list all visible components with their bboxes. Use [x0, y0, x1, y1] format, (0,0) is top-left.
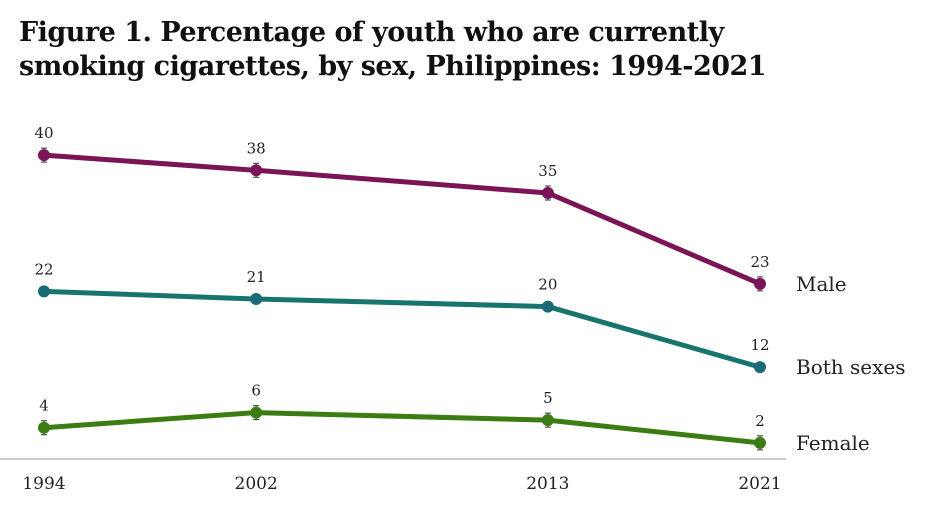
chart-title: Figure 1. Percentage of youth who are cu… — [19, 17, 767, 82]
series-line-male — [41, 152, 763, 287]
data-point-both-sexes-2021 — [754, 361, 766, 374]
series-line-both-sexes — [41, 288, 763, 370]
data-label-both-sexes-2002: 21 — [247, 268, 266, 286]
data-label-both-sexes-2021: 12 — [750, 336, 769, 354]
data-label-female-2021: 2 — [755, 412, 765, 430]
data-point-male-2013 — [541, 187, 554, 199]
data-label-male-1994: 40 — [34, 124, 53, 142]
series-label-male: Male — [796, 272, 847, 296]
data-label-male-2013: 35 — [538, 162, 557, 180]
series-label-both-sexes: Both sexes — [796, 355, 906, 379]
data-point-female-2002 — [250, 406, 263, 419]
data-label-both-sexes-2013: 20 — [538, 276, 557, 294]
data-point-male-1994 — [38, 149, 50, 162]
data-point-male-2021 — [754, 277, 766, 290]
data-label-female-2013: 5 — [543, 389, 553, 407]
data-point-female-1994 — [38, 421, 50, 434]
data-point-both-sexes-2013 — [541, 300, 554, 313]
x-tick-label-1994: 1994 — [22, 474, 65, 494]
data-point-female-2021 — [754, 436, 766, 449]
data-label-male-2021: 23 — [750, 253, 769, 271]
data-point-female-2013 — [541, 414, 554, 427]
data-point-both-sexes-1994 — [38, 285, 50, 298]
series-label-female: Female — [796, 431, 870, 455]
data-label-both-sexes-1994: 22 — [34, 260, 53, 278]
x-tick-label-2013: 2013 — [526, 474, 569, 494]
series-line-female — [41, 410, 763, 446]
data-point-both-sexes-2002 — [250, 293, 263, 305]
data-label-male-2002: 38 — [247, 139, 266, 157]
x-tick-label-2002: 2002 — [235, 474, 278, 494]
data-label-female-2002: 6 — [251, 382, 261, 400]
x-tick-label-2021: 2021 — [738, 474, 781, 494]
data-point-male-2002 — [250, 164, 263, 177]
data-label-female-1994: 4 — [39, 397, 49, 415]
